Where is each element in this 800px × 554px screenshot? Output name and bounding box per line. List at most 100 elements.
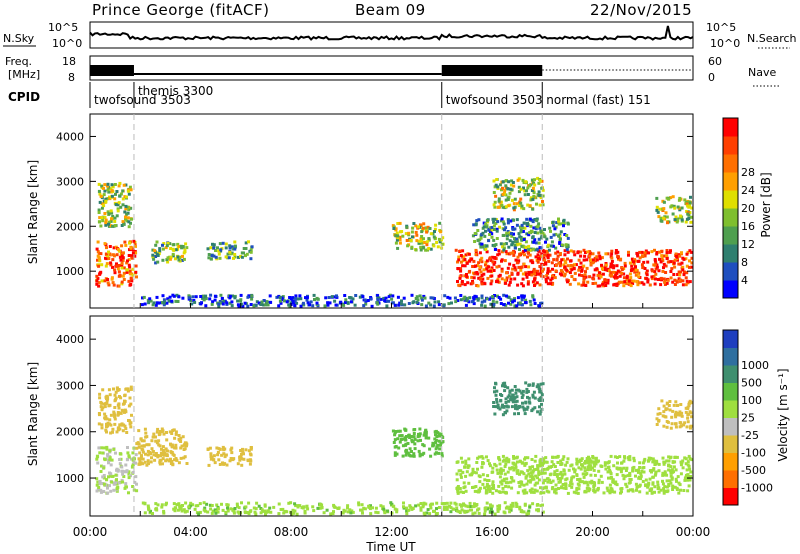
- heatmap-cell: [249, 459, 253, 463]
- heatmap-cell: [669, 465, 673, 469]
- heatmap-cell: [542, 459, 546, 462]
- heatmap-cell: [209, 452, 213, 456]
- heatmap-cell: [102, 490, 106, 493]
- heatmap-cell: [493, 200, 497, 204]
- heatmap-cell: [493, 412, 497, 416]
- heatmap-cell: [457, 255, 461, 259]
- heatmap-cell: [500, 203, 504, 207]
- heatmap-cell: [566, 221, 570, 225]
- nsky-panel: N.Sky 10^5 10^0 10^5 10^0 N.Search: [3, 21, 797, 50]
- heatmap-cell: [497, 296, 501, 299]
- heatmap-cell: [688, 280, 692, 284]
- heatmap-cell: [505, 294, 508, 298]
- heatmap-cell: [560, 222, 564, 226]
- heatmap-cell: [162, 242, 166, 245]
- heatmap-cell: [332, 510, 335, 514]
- heatmap-cell: [522, 221, 526, 225]
- heatmap-cell: [128, 248, 131, 252]
- heatmap-cell: [502, 477, 506, 481]
- heatmap-cell: [381, 505, 385, 509]
- heatmap-cell: [169, 443, 173, 447]
- heatmap-cell: [493, 294, 496, 297]
- heatmap-cell: [500, 258, 504, 262]
- heatmap-cell: [588, 275, 592, 279]
- heatmap-cell: [426, 508, 430, 512]
- heatmap-cell: [595, 258, 599, 262]
- heatmap-cell: [533, 459, 537, 463]
- heatmap-cell: [495, 397, 499, 401]
- heatmap-cell: [120, 423, 124, 426]
- heatmap-cell: [477, 474, 481, 478]
- heatmap-cell: [530, 178, 534, 182]
- heatmap-cell: [623, 474, 627, 478]
- heatmap-cell: [151, 248, 155, 252]
- colorbar-swatch: [723, 262, 738, 281]
- heatmap-cell: [612, 481, 616, 485]
- heatmap-cell: [249, 303, 253, 306]
- heatmap-cell: [672, 261, 676, 265]
- heatmap-cell: [573, 271, 577, 275]
- heatmap-cell: [520, 265, 524, 269]
- heatmap-cell: [612, 266, 616, 270]
- heatmap-cell: [674, 425, 678, 429]
- velocity-scatter: [95, 381, 694, 516]
- heatmap-cell: [554, 246, 558, 250]
- heatmap-cell: [686, 478, 690, 482]
- heatmap-cell: [261, 509, 265, 513]
- heatmap-cell: [471, 486, 474, 489]
- heatmap-cell: [161, 429, 165, 433]
- heatmap-cell: [501, 490, 505, 494]
- heatmap-cell: [501, 468, 505, 472]
- heatmap-cell: [491, 295, 495, 298]
- heatmap-cell: [433, 227, 437, 231]
- heatmap-cell: [596, 486, 600, 490]
- heatmap-cell: [662, 410, 666, 414]
- heatmap-cell: [638, 483, 642, 487]
- heatmap-cell: [127, 472, 131, 476]
- heatmap-cell: [667, 459, 671, 463]
- heatmap-cell: [609, 271, 613, 275]
- heatmap-cell: [627, 481, 631, 485]
- heatmap-cell: [108, 449, 112, 453]
- heatmap-cell: [331, 512, 335, 515]
- heatmap-cell: [312, 509, 316, 513]
- heatmap-cell: [572, 263, 576, 267]
- heatmap-cell: [418, 452, 422, 456]
- heatmap-cell: [293, 299, 297, 303]
- y-tick-label: 2000: [56, 426, 84, 439]
- heatmap-cell: [424, 433, 428, 437]
- heatmap-cell: [556, 461, 560, 464]
- heatmap-cell: [417, 449, 421, 453]
- heatmap-cell: [620, 490, 623, 494]
- heatmap-cell: [207, 463, 211, 467]
- heatmap-cell: [677, 262, 681, 266]
- heatmap-cell: [126, 259, 129, 263]
- heatmap-cell: [123, 408, 127, 412]
- heatmap-cell: [119, 411, 123, 415]
- heatmap-cell: [116, 388, 120, 392]
- heatmap-cell: [645, 491, 649, 495]
- heatmap-cell: [593, 473, 597, 477]
- heatmap-cell: [474, 248, 478, 252]
- heatmap-cell: [396, 234, 400, 238]
- power-colorbar-label: Power [dB]: [759, 172, 773, 237]
- heatmap-cell: [113, 220, 117, 223]
- heatmap-cell: [521, 284, 525, 288]
- heatmap-cell: [669, 426, 673, 430]
- heatmap-cell: [135, 446, 139, 450]
- heatmap-cell: [524, 381, 528, 385]
- heatmap-cell: [333, 299, 337, 303]
- heatmap-cell: [686, 489, 690, 493]
- heatmap-cell: [508, 262, 512, 266]
- heatmap-cell: [529, 259, 533, 263]
- heatmap-cell: [665, 215, 669, 219]
- heatmap-cell: [520, 204, 524, 208]
- heatmap-cell: [656, 487, 660, 490]
- heatmap-cell: [539, 461, 543, 465]
- heatmap-cell: [566, 264, 570, 268]
- heatmap-cell: [619, 470, 623, 474]
- heatmap-cell: [95, 279, 99, 283]
- heatmap-cell: [522, 245, 526, 249]
- heatmap-cell: [553, 473, 557, 476]
